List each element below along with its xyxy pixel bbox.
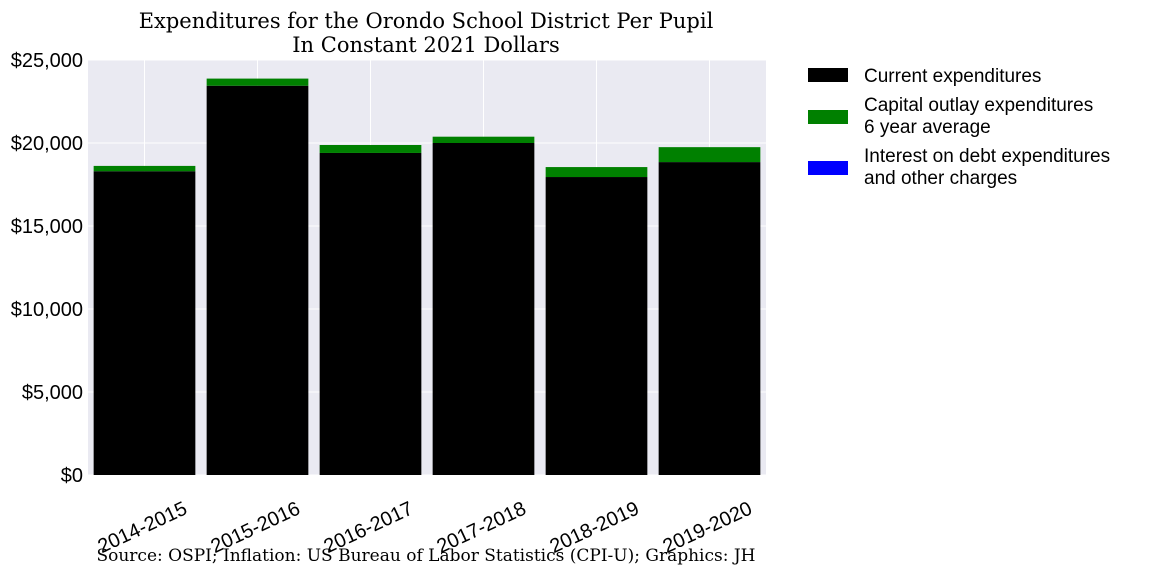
legend-swatch-2 <box>808 161 848 175</box>
bar-2014-2015-series-0 <box>93 171 196 475</box>
legend-label-2: Interest on debt expenditures <box>864 146 1110 167</box>
bar-2017-2018-series-1 <box>432 136 535 143</box>
bar-2014-2015-series-1 <box>93 165 196 172</box>
bar-2015-2016-series-1 <box>206 78 309 86</box>
y-axis: $0 $5,000 $10,000 $15,000 $20,000 $25,000 <box>11 50 83 487</box>
bar-2017-2018-series-0 <box>432 143 535 475</box>
legend-label-1: 6 year average <box>864 117 991 138</box>
chart-subtitle: In Constant 2021 Dollars <box>292 33 559 57</box>
y-tick-label: $20,000 <box>11 133 83 155</box>
legend: Current expenditures Capital outlay expen… <box>808 66 1110 189</box>
y-tick-label: $15,000 <box>11 216 83 238</box>
plot-area <box>88 60 766 475</box>
y-tick-label: $5,000 <box>22 382 83 404</box>
bar-2018-2019-series-1 <box>545 167 648 178</box>
y-tick-label: $10,000 <box>11 299 83 321</box>
bar-2019-2020-series-0 <box>658 162 761 475</box>
bar-2019-2020-series-1 <box>658 147 761 163</box>
y-tick-label: $0 <box>61 465 83 487</box>
y-tick-label: $25,000 <box>11 50 83 72</box>
bar-2018-2019-series-0 <box>545 177 648 475</box>
bar-2015-2016-series-0 <box>206 85 309 475</box>
legend-swatch-0 <box>808 68 848 82</box>
legend-label-0: Current expenditures <box>864 66 1041 87</box>
legend-swatch-1 <box>808 110 848 124</box>
bar-2016-2017-series-0 <box>319 152 422 475</box>
legend-label-2: and other charges <box>864 168 1017 189</box>
source-note: Source: OSPI; Inflation: US Bureau of La… <box>96 546 755 566</box>
bar-2016-2017-series-1 <box>319 144 422 153</box>
chart-title: Expenditures for the Orondo School Distr… <box>139 9 714 33</box>
legend-label-1: Capital outlay expenditures <box>864 95 1093 116</box>
bars <box>93 78 761 475</box>
